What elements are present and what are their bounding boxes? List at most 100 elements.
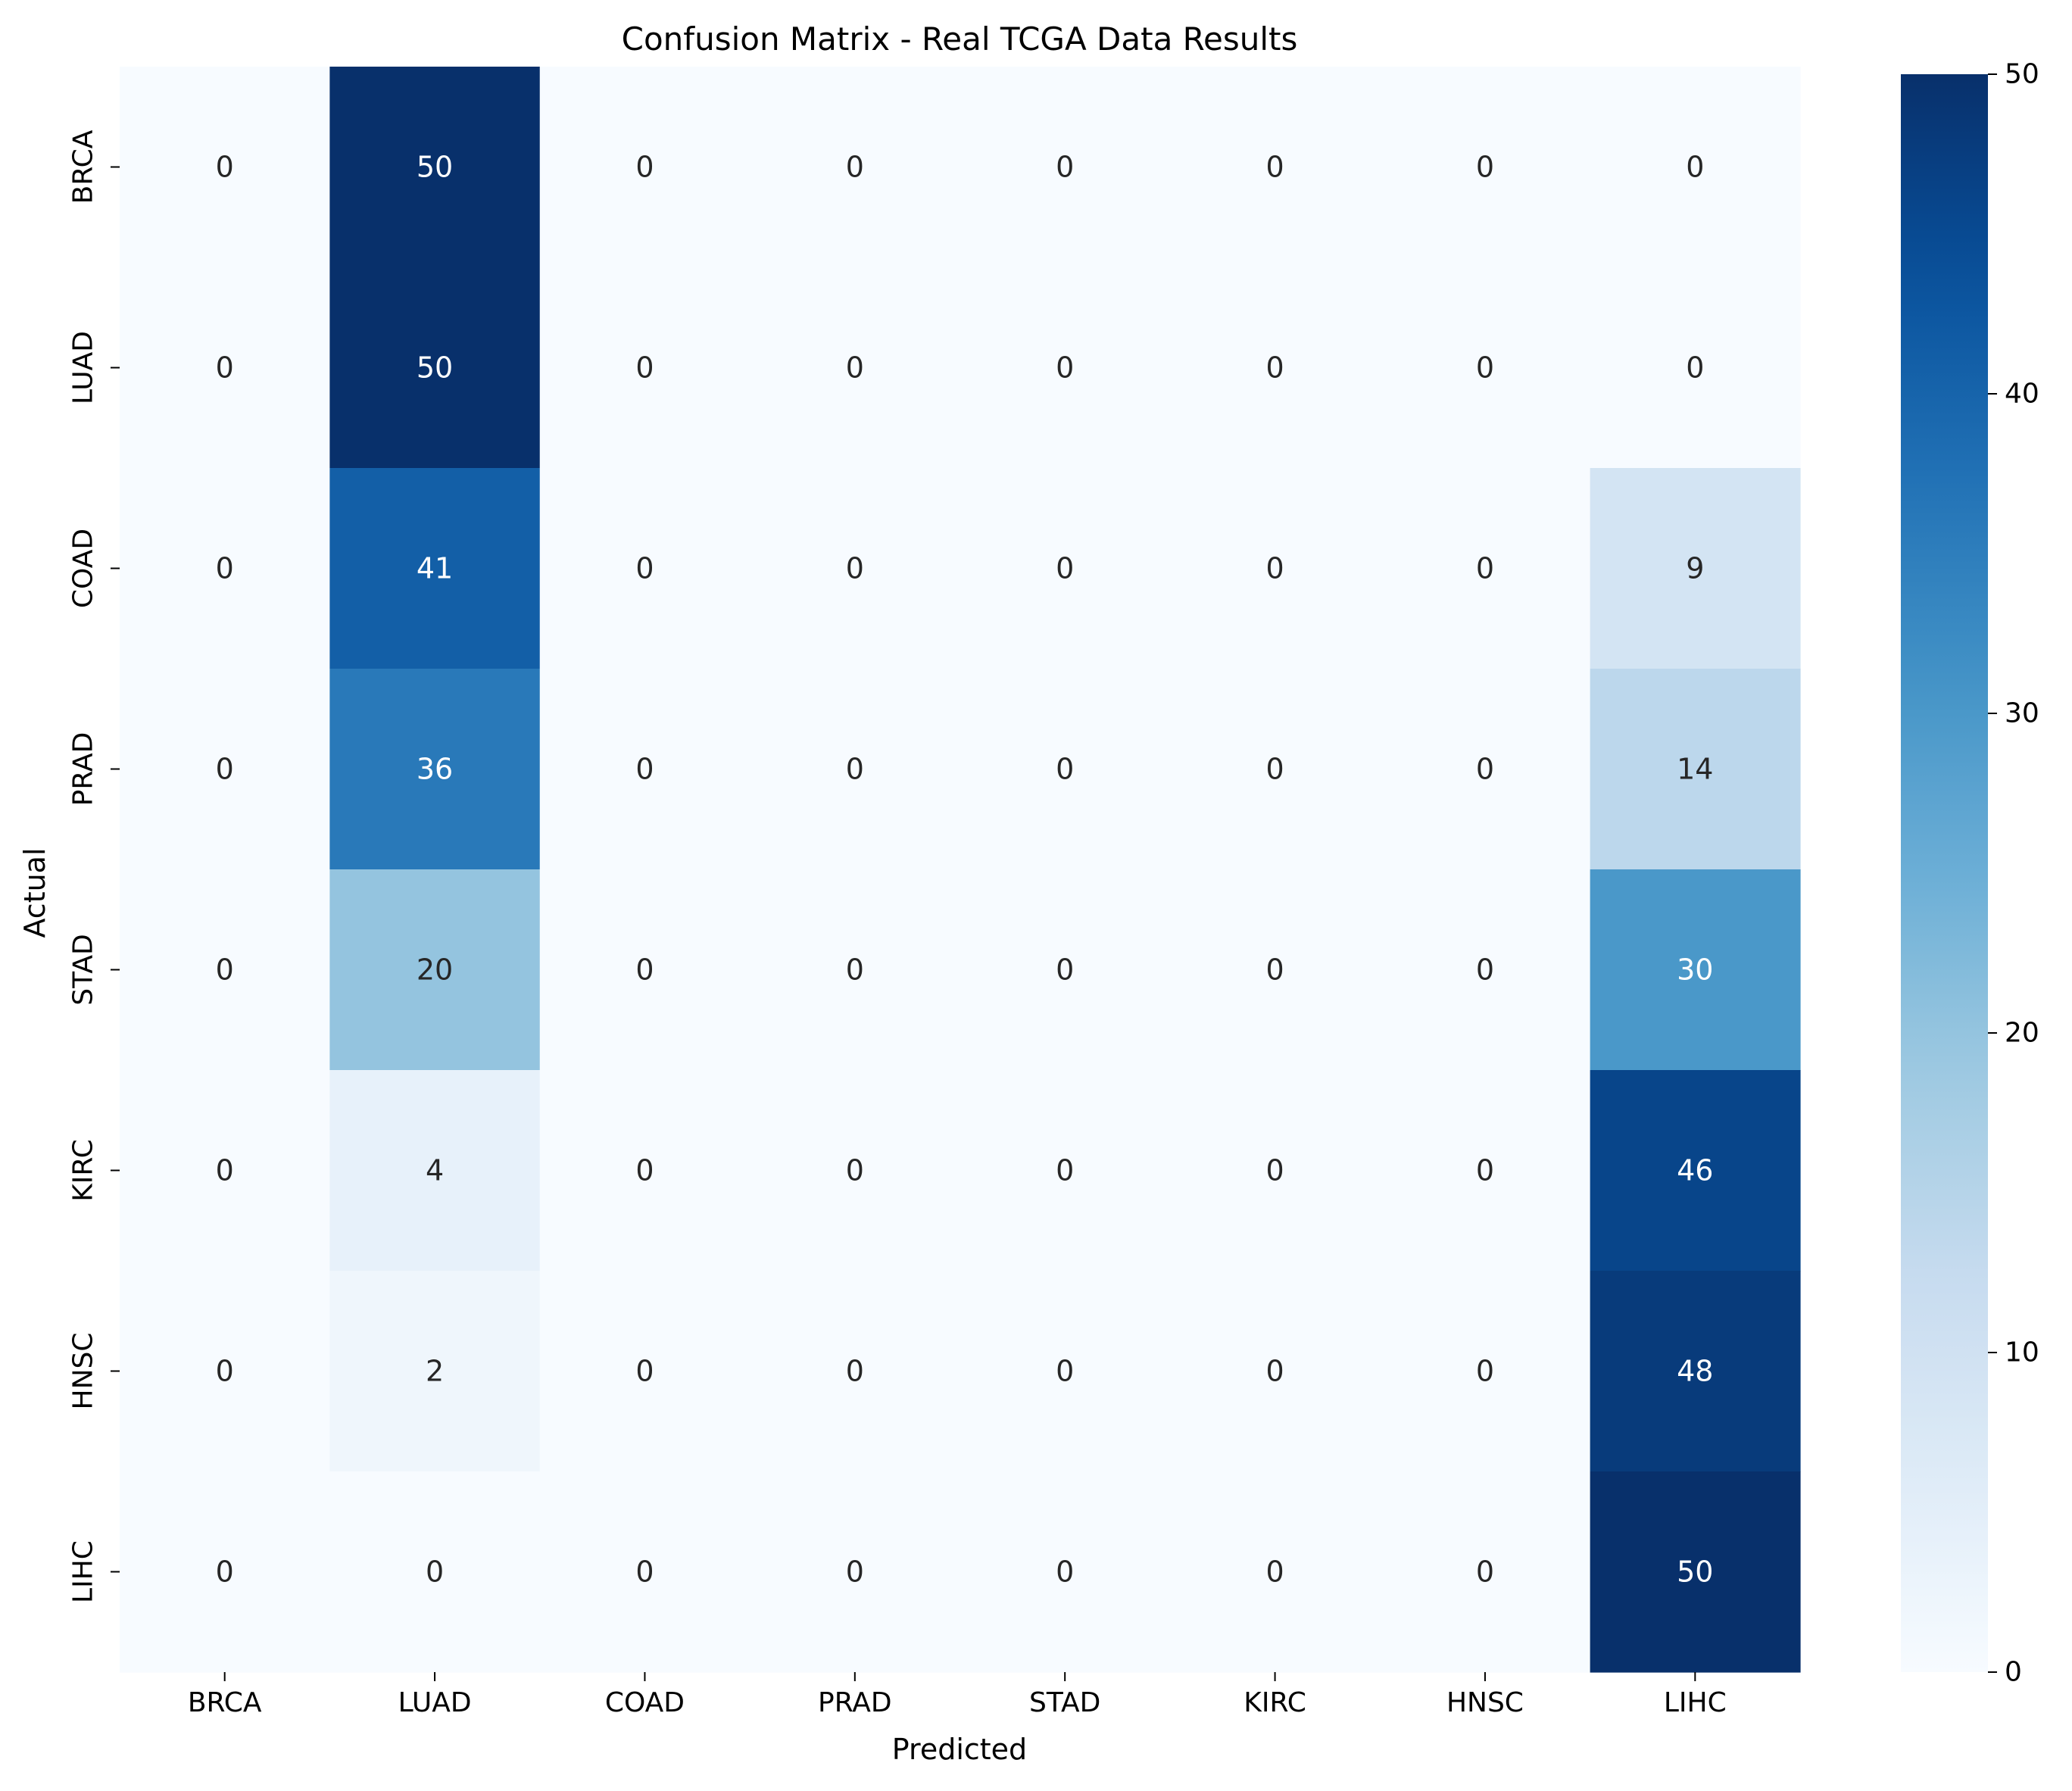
- cell-value-label: 0: [1686, 351, 1704, 385]
- cell-value-label: 0: [1265, 552, 1284, 585]
- heatmap-cell: [329, 669, 541, 870]
- colorbar: 0 10 20 30 40 50: [1901, 59, 2039, 1688]
- x-tick-label: BRCA: [188, 1687, 262, 1718]
- y-tick-label: LUAD: [68, 331, 99, 404]
- cell-value-label: 0: [1476, 351, 1494, 385]
- cell-value-label: 0: [1476, 151, 1494, 184]
- heatmap-cell: [1590, 468, 1801, 669]
- heatmap-cell: [329, 1471, 541, 1673]
- heatmap-cell: [1590, 267, 1801, 469]
- heatmap-cell: [539, 1070, 750, 1271]
- heatmap-cell: [1169, 267, 1381, 469]
- heatmap-cell: [960, 1271, 1171, 1472]
- cell-value-label: 0: [635, 753, 654, 786]
- heatmap-cell: [329, 267, 541, 469]
- cell-value-label: 50: [417, 151, 453, 184]
- heatmap-cell: [1590, 1471, 1801, 1673]
- x-tick-label: PRAD: [818, 1687, 892, 1718]
- cell-value-label: 9: [1686, 552, 1704, 585]
- cell-value-label: 41: [417, 552, 453, 585]
- heatmap-cell: [960, 67, 1171, 268]
- cell-value-label: 0: [1476, 953, 1494, 987]
- cell-value-label: 0: [635, 552, 654, 585]
- heatmap-cell: [960, 669, 1171, 870]
- colorbar-gradient: [1901, 74, 1988, 1672]
- cell-value-label: 0: [216, 351, 234, 385]
- x-axis-ticks: BRCA LUAD COAD PRAD STAD KIRC HNSC LIHC: [188, 1672, 1727, 1718]
- cell-value-label: 50: [417, 351, 453, 385]
- heatmap-cell: [120, 67, 330, 268]
- heatmap-cell: [329, 1271, 541, 1472]
- y-axis-label: Actual: [18, 847, 51, 938]
- heatmap-cell: [960, 869, 1171, 1071]
- cell-value-label: 0: [216, 953, 234, 987]
- cell-value-label: 4: [426, 1154, 444, 1187]
- heatmap-cell: [329, 67, 541, 268]
- heatmap-cell: [750, 1070, 961, 1271]
- cell-value-label: 0: [846, 552, 864, 585]
- heatmap-cell: [1380, 669, 1591, 870]
- cell-value-label: 0: [846, 151, 864, 184]
- heatmap-cell: [1590, 1271, 1801, 1472]
- cell-value-label: 0: [1265, 1555, 1284, 1589]
- heatmap-cell: [1169, 1070, 1381, 1271]
- heatmap-cell-labels: 0 50 0 0 0 0 0 00 50 0 0 0 0 0 00 41 0 0 0 0 0 90 36 0 0 0 0 0 140 20…: [216, 151, 1714, 1589]
- cell-value-label: 0: [426, 1555, 444, 1589]
- x-axis-label: Predicted: [892, 1733, 1027, 1766]
- heatmap-cell: [960, 1070, 1171, 1271]
- cell-value-label: 0: [1265, 351, 1284, 385]
- cell-value-label: 0: [635, 953, 654, 987]
- heatmap-cell: [1169, 669, 1381, 870]
- heatmap-cell: [960, 267, 1171, 469]
- heatmap-cell: [750, 669, 961, 870]
- cell-value-label: 2: [426, 1355, 444, 1388]
- heatmap-cell: [750, 468, 961, 669]
- heatmap-cell: [960, 1471, 1171, 1673]
- heatmap-cell: [329, 869, 541, 1071]
- cell-value-label: 0: [635, 351, 654, 385]
- heatmap-cell: [120, 1471, 330, 1673]
- heatmap-cell: [539, 1471, 750, 1673]
- y-axis-ticks: BRCA LUAD COAD PRAD STAD KIRC HNSC LIHC: [68, 129, 120, 1603]
- cell-value-label: 0: [846, 1154, 864, 1187]
- heatmap-cell: [539, 669, 750, 870]
- heatmap-cell: [1380, 1271, 1591, 1472]
- heatmap-cell: [1380, 67, 1591, 268]
- y-tick-label: PRAD: [68, 732, 99, 807]
- chart-title: Confusion Matrix - Real TCGA Data Result…: [622, 20, 1298, 58]
- x-tick-label: STAD: [1029, 1687, 1100, 1718]
- colorbar-tick-label: 40: [2005, 379, 2039, 410]
- cell-value-label: 0: [1476, 753, 1494, 786]
- heatmap-cell: [539, 1271, 750, 1472]
- x-tick-label: COAD: [605, 1687, 685, 1718]
- cell-value-label: 0: [635, 151, 654, 184]
- cell-value-label: 0: [216, 552, 234, 585]
- cell-value-label: 30: [1677, 953, 1713, 987]
- y-tick-label: HNSC: [68, 1333, 99, 1410]
- heatmap-cell: [329, 468, 541, 669]
- x-tick-label: HNSC: [1446, 1687, 1524, 1718]
- cell-value-label: 0: [1056, 1355, 1074, 1388]
- cell-value-label: 0: [1265, 753, 1284, 786]
- heatmap-cell: [539, 67, 750, 268]
- cell-value-label: 0: [846, 351, 864, 385]
- heatmap-cells: [120, 67, 1801, 1673]
- colorbar-tick-label: 10: [2005, 1337, 2039, 1368]
- heatmap-cell: [1590, 67, 1801, 268]
- heatmap-cell: [120, 669, 330, 870]
- heatmap-cell: [1590, 869, 1801, 1071]
- y-tick-label: STAD: [68, 934, 99, 1005]
- heatmap-cell: [329, 1070, 541, 1271]
- x-tick-label: LIHC: [1664, 1687, 1727, 1718]
- cell-value-label: 0: [1056, 552, 1074, 585]
- cell-value-label: 0: [216, 1154, 234, 1187]
- cell-value-label: 0: [1056, 1154, 1074, 1187]
- cell-value-label: 0: [1686, 151, 1704, 184]
- x-tick-label: KIRC: [1244, 1687, 1306, 1718]
- y-tick-label: KIRC: [68, 1139, 99, 1202]
- cell-value-label: 0: [635, 1355, 654, 1388]
- heatmap-cell: [1169, 67, 1381, 268]
- heatmap-cell: [539, 869, 750, 1071]
- cell-value-label: 0: [216, 1355, 234, 1388]
